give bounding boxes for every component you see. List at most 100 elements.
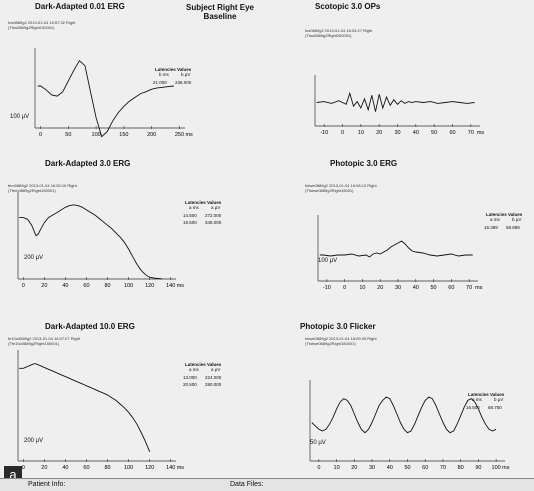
erg-trace (19, 204, 163, 280)
x-tick-label: 0 (22, 283, 25, 289)
file-info-line: fotwe0889g2 2013-01-04 16:08:12 Right (305, 183, 377, 188)
latencies-unit: b µV (181, 72, 191, 77)
file-info-line: fos0889g2 2013-01-04 16:04:27 Right (305, 28, 373, 33)
latencies-value: 16.389 (484, 225, 498, 230)
x-tick-label: 10 (359, 285, 365, 291)
latencies-unit: b µV (512, 217, 522, 222)
x-tick-label: 60 (422, 465, 428, 471)
latencies-unit: b ms (159, 72, 169, 77)
report-title: Subject Right Eye (185, 3, 254, 12)
file-info-line: (Tfos0889g2Right250001) (305, 33, 352, 38)
x-unit-label: ms (177, 465, 185, 471)
x-tick-label: -10 (323, 285, 331, 291)
x-tick-label: 60 (449, 130, 455, 136)
x-tick-label: 250 (175, 132, 184, 138)
chart-file-info: fe10o0889g2 2013-01-04 16:07:27 Right (Tf… (8, 336, 80, 346)
x-tick-label: 100 (92, 132, 101, 138)
x-tick-label: 0 (343, 285, 346, 291)
report-header: Subject Right Eye Baseline (170, 3, 270, 21)
latencies-value: 16.500 (466, 405, 480, 410)
x-tick-label: 50 (65, 132, 71, 138)
x-tick-label: 0 (39, 132, 42, 138)
latencies-value: 236.000 (175, 80, 192, 85)
x-tick-label: 200 (147, 132, 156, 138)
x-unit-label: ms (475, 285, 483, 291)
latencies-unit: a ms (189, 367, 199, 372)
x-tick-label: 70 (440, 465, 446, 471)
x-tick-label: 40 (413, 130, 419, 136)
latencies-value: 348.000 (205, 220, 222, 225)
latencies-value: 280.000 (205, 382, 222, 387)
x-tick-label: 140 (166, 465, 175, 471)
x-tick-label: 20 (41, 465, 47, 471)
latencies-header: Latencies (185, 362, 206, 367)
chart-file-info: fotwe0889g2 2013-01-04 16:08:12 Right (Tf… (305, 183, 377, 193)
x-unit-label: ms (502, 465, 510, 471)
y-scale-label: 100 µV (318, 258, 338, 264)
x-tick-label: 70 (466, 285, 472, 291)
x-tick-label: 20 (376, 130, 382, 136)
x-tick-label: 140 (166, 283, 175, 289)
latencies-unit: a µV (211, 205, 221, 210)
chart-plot: 0 10 20 30 40 50 60 70 80 90 100 ms (309, 380, 510, 471)
chart-file-info: fem0889g2 2013-01-04 16:00:15 Right (Tfem… (8, 183, 77, 193)
latencies-value: 14.500 (183, 213, 197, 218)
x-tick-label: 60 (83, 465, 89, 471)
latencies-unit: a µV (211, 367, 221, 372)
chart-file-info: fotwe0889g2 2013-01-04 16:09:45 Right (Tf… (305, 336, 377, 346)
x-tick-label: 100 (492, 465, 501, 471)
latencies-value: 19.500 (183, 220, 197, 225)
x-tick-label: 40 (62, 465, 68, 471)
x-tick-label: 50 (431, 130, 437, 136)
patient-info-label: Patient Info: (28, 481, 66, 488)
latencies-value: 272.000 (205, 213, 222, 218)
file-info-line: (Tfem0889g2Right150001) (8, 188, 56, 193)
file-info-line: fe10o0889g2 2013-01-04 16:07:27 Right (8, 336, 81, 341)
x-tick-label: 40 (387, 465, 393, 471)
latencies-value: 13.000 (183, 375, 197, 380)
chart-title: Photopic 3.0 Flicker (300, 322, 376, 331)
x-unit-label: ms (185, 132, 193, 138)
x-tick-label: 90 (475, 465, 481, 471)
x-tick-label: 100 (124, 465, 133, 471)
bottom-bar: Patient Info: Data Files: (0, 478, 534, 491)
x-tick-label: 40 (62, 283, 68, 289)
latencies-header: Latencies (486, 212, 507, 217)
file-info-line: fotwe0889g2 2013-01-04 16:09:45 Right (305, 336, 377, 341)
file-info-line: fos0889g2 2013-01-04 15:57:32 Right (8, 20, 76, 25)
x-tick-label: 150 (119, 132, 128, 138)
chart-file-info: fos0889g2 2013-01-04 16:04:27 Right (Tfos… (305, 28, 372, 38)
file-info-line: (Tfotwe0889g2Right15001) (305, 188, 354, 193)
chart-title: Dark-Adapted 10.0 ERG (45, 322, 135, 331)
latencies-header: Latencies (155, 67, 176, 72)
x-tick-label: 80 (104, 465, 110, 471)
latencies-header: Values (508, 212, 523, 217)
x-tick-label: 0 (341, 130, 344, 136)
latencies-value: 68.750 (488, 405, 502, 410)
latencies-unit: a ms (189, 205, 199, 210)
data-files-label: Data Files: (230, 481, 264, 488)
latencies-header: Latencies (468, 392, 489, 397)
file-info-line: (Tfos0889g2Right150001) (8, 25, 55, 30)
x-tick-label: -10 (320, 130, 328, 136)
x-tick-label: 50 (404, 465, 410, 471)
x-tick-label: 80 (104, 283, 110, 289)
chart-title: Scotopic 3.0 OPs (315, 2, 381, 11)
latencies-unit: b µV (494, 397, 504, 402)
x-tick-label: 120 (145, 283, 154, 289)
x-tick-label: 80 (458, 465, 464, 471)
x-tick-label: 50 (430, 285, 436, 291)
x-tick-label: 60 (83, 283, 89, 289)
y-scale-label: 100 µV (10, 114, 30, 120)
erg-trace (319, 240, 473, 258)
chart-plot: 0 20 40 60 80 100 120 140 ms (17, 192, 184, 289)
report-subtitle: Baseline (203, 12, 237, 21)
x-tick-label: 100 (124, 283, 133, 289)
latencies-header: Values (207, 200, 222, 205)
chart-title: Photopic 3.0 ERG (330, 159, 398, 168)
latencies-header: Values (490, 392, 505, 397)
latencies-value: 224.000 (205, 375, 222, 380)
chart-title: Dark-Adapted 3.0 ERG (45, 159, 131, 168)
latencies-header: Latencies (185, 200, 206, 205)
x-tick-label: 120 (145, 465, 154, 471)
